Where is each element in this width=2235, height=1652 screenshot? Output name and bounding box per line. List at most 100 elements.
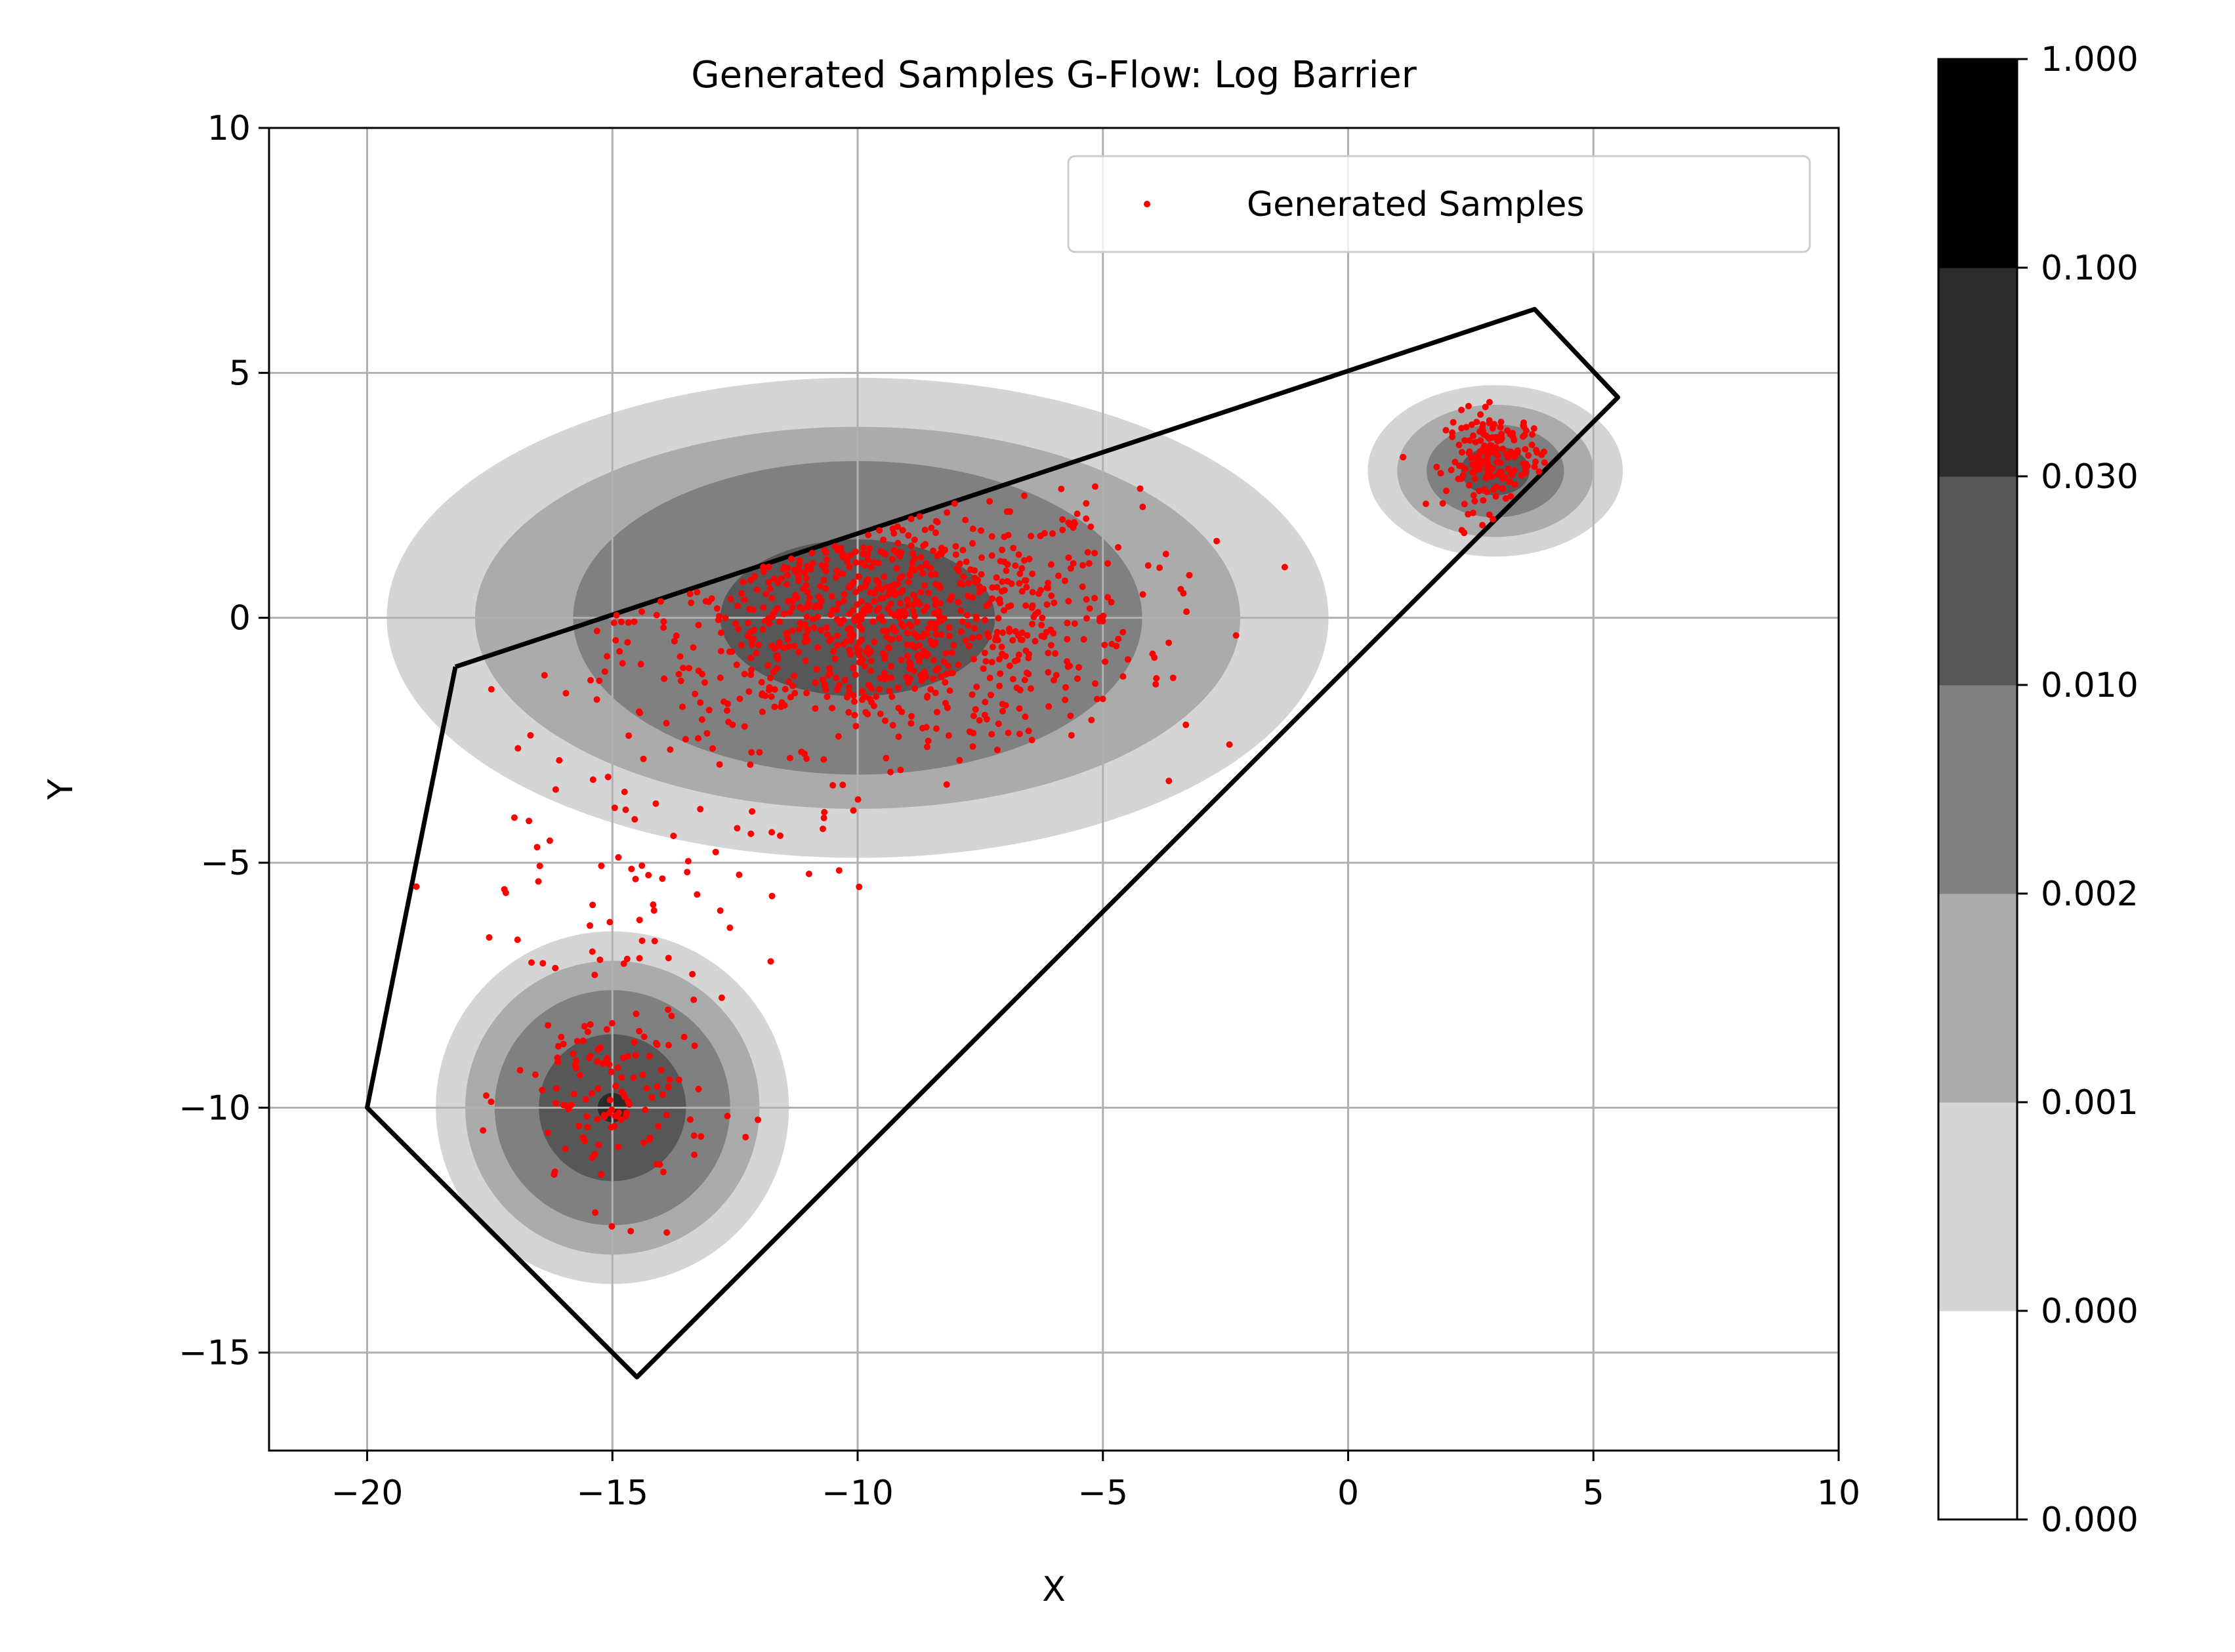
sample-point [885, 644, 892, 651]
sample-point [814, 644, 821, 651]
sample-point [765, 579, 772, 586]
sample-point [646, 1134, 654, 1142]
sample-point [646, 1052, 653, 1060]
sample-point [665, 1006, 672, 1013]
sample-point [850, 665, 857, 671]
sample-point [969, 634, 976, 642]
sample-point [969, 691, 976, 698]
sample-point [918, 677, 925, 684]
sample-point [824, 693, 831, 701]
sample-point [1522, 465, 1529, 472]
sample-point [851, 712, 858, 718]
sample-point [631, 1039, 638, 1046]
sample-point [1049, 530, 1056, 537]
sample-point [755, 641, 762, 648]
sample-point [774, 579, 782, 587]
sample-point [1010, 545, 1017, 552]
sample-point [840, 617, 847, 624]
legend-box [1067, 155, 1811, 253]
sample-point [1506, 478, 1513, 485]
sample-point [833, 632, 841, 639]
sample-point [766, 585, 774, 592]
sample-point [835, 600, 842, 608]
sample-point [1025, 728, 1032, 735]
sample-point [541, 672, 548, 679]
sample-point [1061, 577, 1068, 585]
sample-point [1465, 482, 1473, 489]
sample-point [736, 695, 743, 703]
sample-point [791, 566, 798, 573]
sample-point [1437, 470, 1444, 477]
sample-point [998, 644, 1005, 650]
sample-point [640, 1033, 648, 1041]
sample-point [637, 661, 644, 668]
sample-point [556, 756, 563, 764]
sample-point [1088, 716, 1095, 724]
sample-point [1528, 442, 1535, 449]
sample-point [570, 1050, 577, 1058]
sample-point [867, 657, 875, 665]
sample-point [1479, 424, 1486, 431]
sample-point [955, 598, 962, 606]
sample-point [852, 722, 860, 730]
sample-point [852, 589, 860, 596]
sample-point [1079, 583, 1086, 590]
sample-point [905, 602, 912, 609]
sample-point [1091, 483, 1098, 490]
sample-point [795, 626, 803, 632]
colorbar-tick-label: 0.010 [2041, 666, 2139, 705]
sample-point [846, 563, 853, 570]
legend-label: Generated Samples [1247, 185, 1584, 224]
sample-point [677, 653, 684, 660]
sample-point [934, 709, 940, 716]
sample-point [993, 584, 1001, 591]
sample-point [887, 768, 894, 775]
sample-point [859, 688, 866, 695]
sample-point [887, 600, 894, 608]
sample-point [1108, 598, 1115, 606]
sample-point [1021, 676, 1028, 684]
sample-point [1018, 588, 1026, 595]
sample-point [1455, 475, 1462, 482]
sample-point [1232, 632, 1240, 639]
sample-point [942, 699, 949, 707]
sample-point [1091, 550, 1098, 556]
sample-point [762, 590, 770, 598]
x-tick-label: 0 [1337, 1474, 1359, 1513]
colorbar-tick-label: 0.000 [2041, 1292, 2139, 1331]
sample-point [716, 761, 723, 768]
sample-point [1169, 674, 1177, 682]
sample-point [864, 711, 871, 718]
sample-point [725, 718, 732, 726]
sample-point [568, 1102, 575, 1109]
sample-point [677, 677, 684, 684]
sample-point [804, 625, 811, 632]
sample-point [728, 648, 736, 655]
sample-point [1003, 567, 1010, 574]
sample-point [930, 657, 937, 664]
sample-point [956, 756, 963, 764]
sample-point [656, 1161, 663, 1168]
sample-point [726, 924, 734, 932]
sample-point [654, 1041, 661, 1048]
sample-point [1533, 447, 1539, 454]
sample-point [873, 585, 880, 592]
sample-point [946, 687, 953, 694]
sample-point [873, 607, 881, 614]
sample-point [698, 1133, 705, 1140]
sample-point [833, 568, 841, 575]
sample-point [904, 641, 911, 648]
sample-point [748, 667, 755, 674]
sample-point [826, 671, 833, 678]
sample-point [721, 698, 728, 705]
sample-point [1113, 642, 1120, 650]
sample-point [854, 617, 862, 624]
sample-point [630, 1074, 637, 1081]
sample-point [1064, 619, 1071, 627]
sample-point [906, 665, 913, 672]
sample-point [858, 626, 866, 633]
sample-point [945, 732, 952, 739]
colorbar-band [1938, 268, 2017, 477]
sample-point [488, 686, 495, 693]
grid-lines [269, 128, 1839, 1451]
